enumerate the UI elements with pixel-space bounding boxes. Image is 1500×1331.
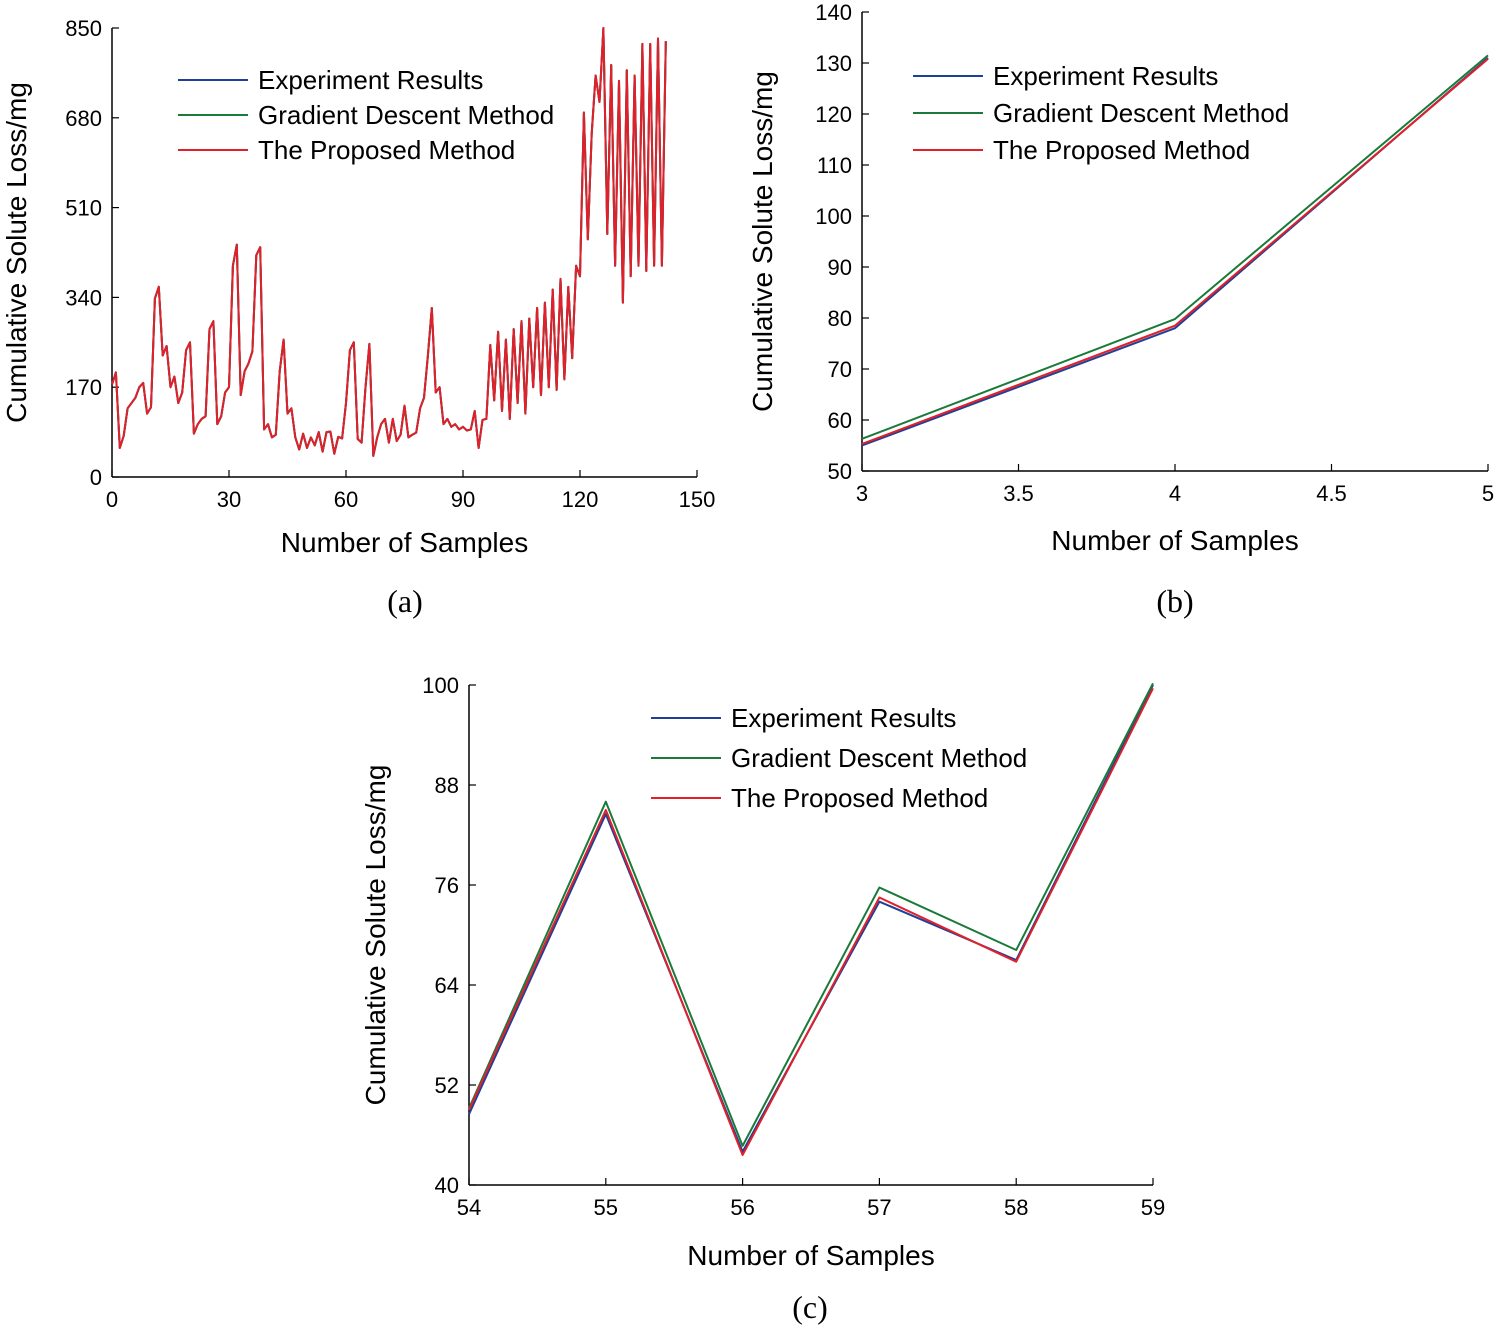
x-tick-label: 58 <box>1004 1195 1028 1220</box>
panel-caption: (c) <box>792 1289 828 1325</box>
x-tick-label: 56 <box>730 1195 754 1220</box>
legend-label: Experiment Results <box>993 61 1218 91</box>
legend-label: The Proposed Method <box>993 135 1250 165</box>
y-tick-label: 680 <box>65 106 102 131</box>
x-tick-label: 120 <box>562 487 599 512</box>
x-tick-label: 60 <box>334 487 358 512</box>
x-tick-label: 0 <box>106 487 118 512</box>
y-tick-label: 100 <box>815 204 852 229</box>
x-tick-label: 3 <box>856 481 868 506</box>
y-tick-label: 170 <box>65 375 102 400</box>
y-axis-label: Cumulative Solute Loss/mg <box>747 71 778 412</box>
y-tick-label: 60 <box>828 408 852 433</box>
y-tick-label: 40 <box>435 1173 459 1198</box>
y-axis-label: Cumulative Solute Loss/mg <box>360 765 391 1106</box>
x-axis-label: Number of Samples <box>687 1240 934 1271</box>
x-tick-label: 30 <box>217 487 241 512</box>
y-tick-label: 50 <box>828 459 852 484</box>
y-tick-label: 110 <box>817 153 852 178</box>
y-tick-label: 90 <box>828 255 852 280</box>
x-axis-label: Number of Samples <box>1051 525 1298 556</box>
series-line-3 <box>111 27 667 457</box>
legend-label: Gradient Descent Method <box>993 98 1289 128</box>
series-line-3 <box>468 687 1154 1156</box>
x-tick-label: 55 <box>594 1195 618 1220</box>
x-tick-label: 150 <box>679 487 716 512</box>
y-tick-label: 100 <box>422 673 459 698</box>
x-tick-label: 57 <box>867 1195 891 1220</box>
y-tick-label: 130 <box>815 51 852 76</box>
panel-caption: (a) <box>387 583 423 619</box>
legend-label: Experiment Results <box>258 65 483 95</box>
chart-panel-2: 50 60 70 80 90 100 110 120 130 140 3 3.5 4 4.5 5 Number… <box>747 0 1494 619</box>
y-tick-label: 0 <box>90 465 102 490</box>
chart-panel-3: 40 52 64 76 88 100 54 55 56 57 58 59 Number of Sampl… <box>360 673 1165 1325</box>
x-tick-label: 59 <box>1141 1195 1165 1220</box>
legend-label: Gradient Descent Method <box>731 743 1027 773</box>
series-line-3 <box>861 58 1489 445</box>
series-line-2 <box>861 54 1489 440</box>
chart-panel-1: 0 170 340 510 680 850 0 30 60 90 120 150 Number of S… <box>1 16 715 619</box>
x-tick-label: 4 <box>1169 481 1181 506</box>
series-line-2 <box>468 682 1154 1147</box>
x-tick-label: 3.5 <box>1003 481 1034 506</box>
x-tick-label: 5 <box>1482 481 1494 506</box>
y-tick-label: 510 <box>65 196 102 221</box>
y-tick-label: 64 <box>435 973 459 998</box>
y-tick-label: 70 <box>828 357 852 382</box>
x-axis-label: Number of Samples <box>281 527 528 558</box>
legend-label: The Proposed Method <box>258 135 515 165</box>
y-tick-label: 88 <box>435 773 459 798</box>
legend-label: Experiment Results <box>731 703 956 733</box>
legend-label: The Proposed Method <box>731 783 988 813</box>
y-tick-label: 80 <box>828 306 852 331</box>
x-tick-label: 90 <box>451 487 475 512</box>
x-tick-label: 54 <box>457 1195 481 1220</box>
x-tick-label: 4.5 <box>1316 481 1347 506</box>
y-tick-label: 850 <box>65 16 102 41</box>
y-axis-label: Cumulative Solute Loss/mg <box>1 82 32 423</box>
y-tick-label: 120 <box>815 102 852 127</box>
panel-caption: (b) <box>1156 583 1193 619</box>
y-tick-label: 340 <box>65 285 102 310</box>
y-tick-label: 76 <box>435 873 459 898</box>
legend-label: Gradient Descent Method <box>258 100 554 130</box>
y-tick-label: 140 <box>815 0 852 25</box>
y-tick-label: 52 <box>435 1073 459 1098</box>
